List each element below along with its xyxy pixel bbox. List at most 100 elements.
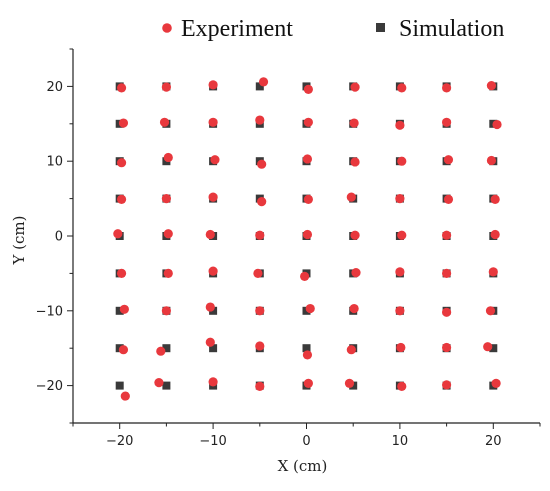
experiment-point [395, 267, 405, 277]
experiment-point [116, 83, 127, 93]
experiment-point [346, 345, 356, 355]
experiment-point [442, 307, 452, 317]
x-tick-label: 0 [302, 434, 310, 449]
experiment-point [208, 80, 218, 90]
simulation-point [209, 306, 218, 315]
experiment-point [349, 118, 359, 128]
experiment-point [210, 155, 220, 165]
x-tick-label: −10 [199, 434, 226, 449]
experiment-point [205, 337, 215, 347]
experiment-point [303, 194, 313, 204]
experiment-point [442, 380, 452, 390]
experiment-point [349, 303, 359, 314]
experiment-point [208, 266, 218, 276]
experiment-point [208, 117, 218, 127]
experiment-point [205, 229, 215, 240]
simulation-point [255, 82, 264, 91]
experiment-point [208, 192, 218, 202]
experiment-point [303, 117, 313, 127]
experiment-point [344, 378, 355, 388]
experiment-point [486, 81, 497, 91]
experiment-point [116, 194, 127, 204]
legend: Experiment Simulation [162, 16, 504, 42]
experiment-point [303, 378, 313, 388]
tick-labels: −20 −10 0 10 20 −20 −10 0 10 20 [36, 80, 502, 449]
experiment-point [255, 306, 265, 316]
experiment-point [163, 268, 173, 278]
experiment-point [113, 229, 123, 239]
y-tick-label: 20 [46, 80, 63, 95]
experiment-point [486, 155, 497, 166]
experiment-point [350, 230, 360, 240]
experiment-point [255, 341, 265, 351]
experiment-point [350, 157, 360, 167]
simulation-point [115, 381, 124, 390]
experiment-point [397, 230, 407, 240]
x-tick-label: −20 [106, 434, 133, 449]
experiment-point [303, 84, 313, 94]
experiment-point [163, 229, 173, 239]
x-tick-label: 20 [485, 434, 502, 449]
experiment-point [253, 268, 263, 278]
simulation-point [162, 381, 171, 390]
experiment-point [302, 229, 313, 240]
experiment-point [255, 230, 265, 240]
experiment-point [159, 117, 170, 127]
experiment-point [255, 381, 265, 391]
x-axis-title: X (cm) [278, 457, 328, 475]
experiment-point [116, 158, 127, 168]
experiment-point [346, 192, 356, 202]
y-tick-label: 10 [46, 155, 63, 170]
legend-simulation-label: Simulation [399, 16, 504, 42]
experiment-point [490, 229, 500, 240]
simulation-point [162, 344, 171, 353]
experiment-point [442, 83, 452, 93]
experiment-point [161, 306, 171, 316]
experiment-point [119, 304, 129, 314]
tick-marks [67, 48, 541, 429]
experiment-point [163, 152, 173, 163]
experiment-point [257, 196, 267, 207]
experiment-point [208, 377, 218, 387]
experiment-point [118, 345, 129, 355]
legend-simulation-marker [376, 23, 385, 32]
experiment-point [302, 154, 313, 164]
experiment-point [120, 391, 130, 401]
experiment-point [485, 306, 496, 316]
experiment-point [395, 120, 405, 130]
experiment-point [116, 268, 127, 278]
experiment-point [161, 82, 171, 92]
simulation-point [209, 344, 218, 353]
experiment-point [442, 268, 452, 278]
experiment-point [483, 342, 493, 352]
experiment-point [490, 194, 500, 204]
experiment-point [161, 194, 171, 204]
experiment-point [255, 115, 265, 125]
experiment-point [302, 350, 313, 360]
experiment-point [258, 77, 269, 87]
simulation-point [489, 344, 498, 353]
experiment-point [300, 271, 310, 281]
experiment-point [396, 342, 406, 353]
legend-experiment-marker [162, 23, 172, 33]
experiment-point [443, 155, 454, 165]
experiment-point [397, 381, 407, 391]
experiment-point [395, 194, 405, 204]
legend-experiment-label: Experiment [181, 16, 293, 42]
experiment-point [395, 306, 405, 316]
experiment-series [113, 77, 502, 401]
simulation-point [115, 306, 124, 315]
experiment-point [491, 378, 501, 388]
experiment-point [257, 159, 267, 169]
experiment-point [154, 378, 164, 388]
experiment-point [492, 119, 502, 130]
simulation-point [302, 344, 311, 353]
experiment-point [118, 118, 129, 128]
experiment-point [397, 156, 407, 166]
experiment-point [443, 194, 454, 204]
x-tick-label: 10 [392, 434, 409, 449]
experiment-point [442, 342, 452, 353]
y-tick-label: 0 [55, 230, 63, 245]
y-tick-label: −10 [36, 304, 63, 319]
